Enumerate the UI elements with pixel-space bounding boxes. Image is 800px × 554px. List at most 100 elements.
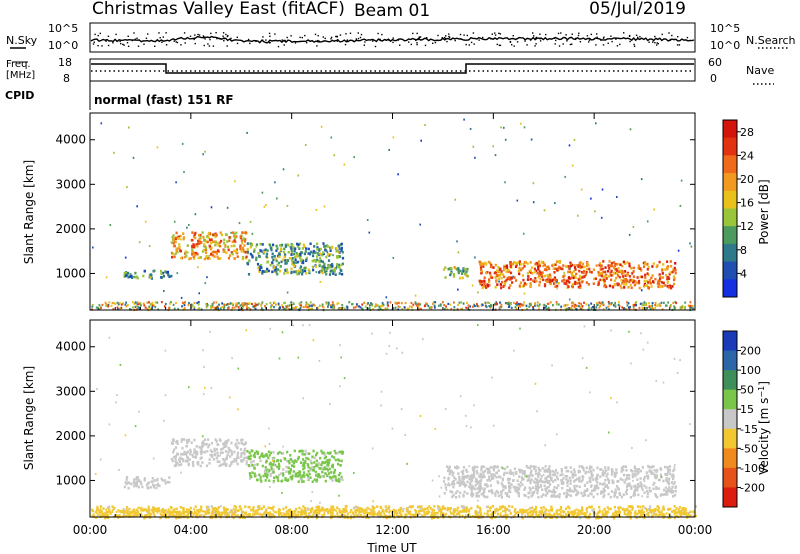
echo-cell: [369, 304, 371, 307]
echo-cell: [100, 122, 103, 125]
echo-cell: [105, 304, 107, 307]
echo-cell: [602, 270, 605, 274]
echo-cell: [500, 515, 503, 518]
echo-cell: [540, 475, 543, 478]
echo-cell: [514, 306, 517, 309]
echo-cell: [653, 469, 656, 472]
echo-cell: [542, 512, 545, 515]
nsearch-point: [434, 41, 437, 44]
echo-cell: [659, 494, 662, 497]
echo-cell: [258, 505, 261, 508]
echo-cell: [127, 304, 129, 307]
echo-cell: [508, 485, 511, 488]
echo-cell: [223, 249, 226, 252]
echo-cell: [573, 264, 576, 267]
echo-cell: [637, 493, 640, 497]
echo-cell: [551, 469, 554, 473]
echo-cell: [100, 306, 102, 309]
echo-cell: [656, 468, 659, 472]
echo-cell: [340, 475, 343, 479]
echo-cell: [642, 307, 644, 310]
echo-cell: [210, 505, 213, 508]
nsearch-point: [372, 40, 374, 42]
echo-cell: [500, 496, 503, 499]
echo-cell: [198, 233, 201, 237]
nsearch-point: [119, 40, 121, 43]
echo-cell: [235, 231, 238, 235]
echo-cell: [170, 515, 173, 518]
echo-cell: [116, 515, 119, 518]
echo-cell: [197, 307, 200, 310]
echo-cell: [269, 246, 272, 250]
echo-cell: [539, 469, 542, 472]
echo-cell: [336, 514, 339, 517]
echo-cell: [316, 306, 319, 309]
echo-cell: [334, 266, 337, 270]
echo-cell: [580, 305, 582, 308]
colorbar-tick-label: 28: [740, 126, 754, 139]
nsearch-point: [230, 37, 232, 40]
echo-cell: [659, 277, 662, 281]
echo-cell: [282, 468, 285, 471]
echo-cell: [625, 277, 628, 281]
echo-cell: [244, 505, 247, 508]
echo-cell: [482, 473, 485, 477]
echo-cell: [553, 486, 556, 489]
nsearch-point: [448, 35, 450, 38]
echo-cell: [353, 506, 356, 510]
echo-cell: [675, 507, 678, 510]
echo-cell: [588, 505, 591, 509]
echo-cell: [307, 247, 310, 251]
echo-cell: [344, 307, 346, 310]
echo-cell: [202, 442, 205, 446]
echo-cell: [316, 252, 319, 255]
echo-cell: [246, 242, 249, 245]
echo-cell: [331, 269, 334, 272]
echo-cell: [503, 467, 506, 471]
echo-cell: [574, 474, 577, 477]
nsearch-point: [595, 44, 597, 46]
echo-cell: [539, 271, 542, 275]
echo-cell: [123, 513, 126, 516]
echo-cell: [426, 507, 429, 510]
echo-cell: [224, 233, 228, 236]
echo-cell: [608, 302, 611, 305]
echo-cell: [318, 467, 321, 470]
echo-cell: [152, 511, 155, 515]
echo-cell: [180, 256, 183, 260]
echo-cell: [241, 305, 244, 308]
echo-cell: [514, 279, 518, 282]
echo-cell: [207, 505, 210, 509]
echo-cell: [645, 302, 648, 305]
echo-cell: [509, 469, 512, 472]
echo-cell: [531, 271, 534, 275]
nsearch-point: [223, 40, 225, 42]
echo-cell: [646, 268, 649, 271]
echo-cell: [556, 281, 558, 284]
echo-cell: [302, 467, 305, 471]
echo-cell: [329, 253, 332, 256]
echo-cell: [553, 473, 556, 477]
echo-cell: [482, 285, 485, 288]
nsearch-point: [494, 34, 497, 36]
echo-cell: [156, 482, 160, 486]
echo-cell: [335, 263, 339, 266]
echo-cell: [639, 484, 642, 487]
nsearch-point: [176, 41, 179, 44]
echo-cell: [236, 255, 239, 258]
echo-cell: [649, 281, 652, 285]
echo-cell: [387, 304, 390, 307]
echo-cell: [187, 439, 190, 442]
echo-cell: [647, 281, 650, 284]
echo-cell: [144, 306, 147, 309]
echo-cell: [506, 266, 509, 269]
echo-cell: [455, 466, 458, 470]
echo-cell: [574, 276, 577, 279]
echo-cell: [575, 489, 578, 492]
echo-cell: [301, 510, 304, 514]
echo-cell: [303, 464, 306, 467]
nsearch-point: [426, 37, 428, 39]
echo-cell: [215, 440, 218, 443]
echo-cell: [184, 301, 186, 304]
echo-cell: [314, 265, 318, 268]
